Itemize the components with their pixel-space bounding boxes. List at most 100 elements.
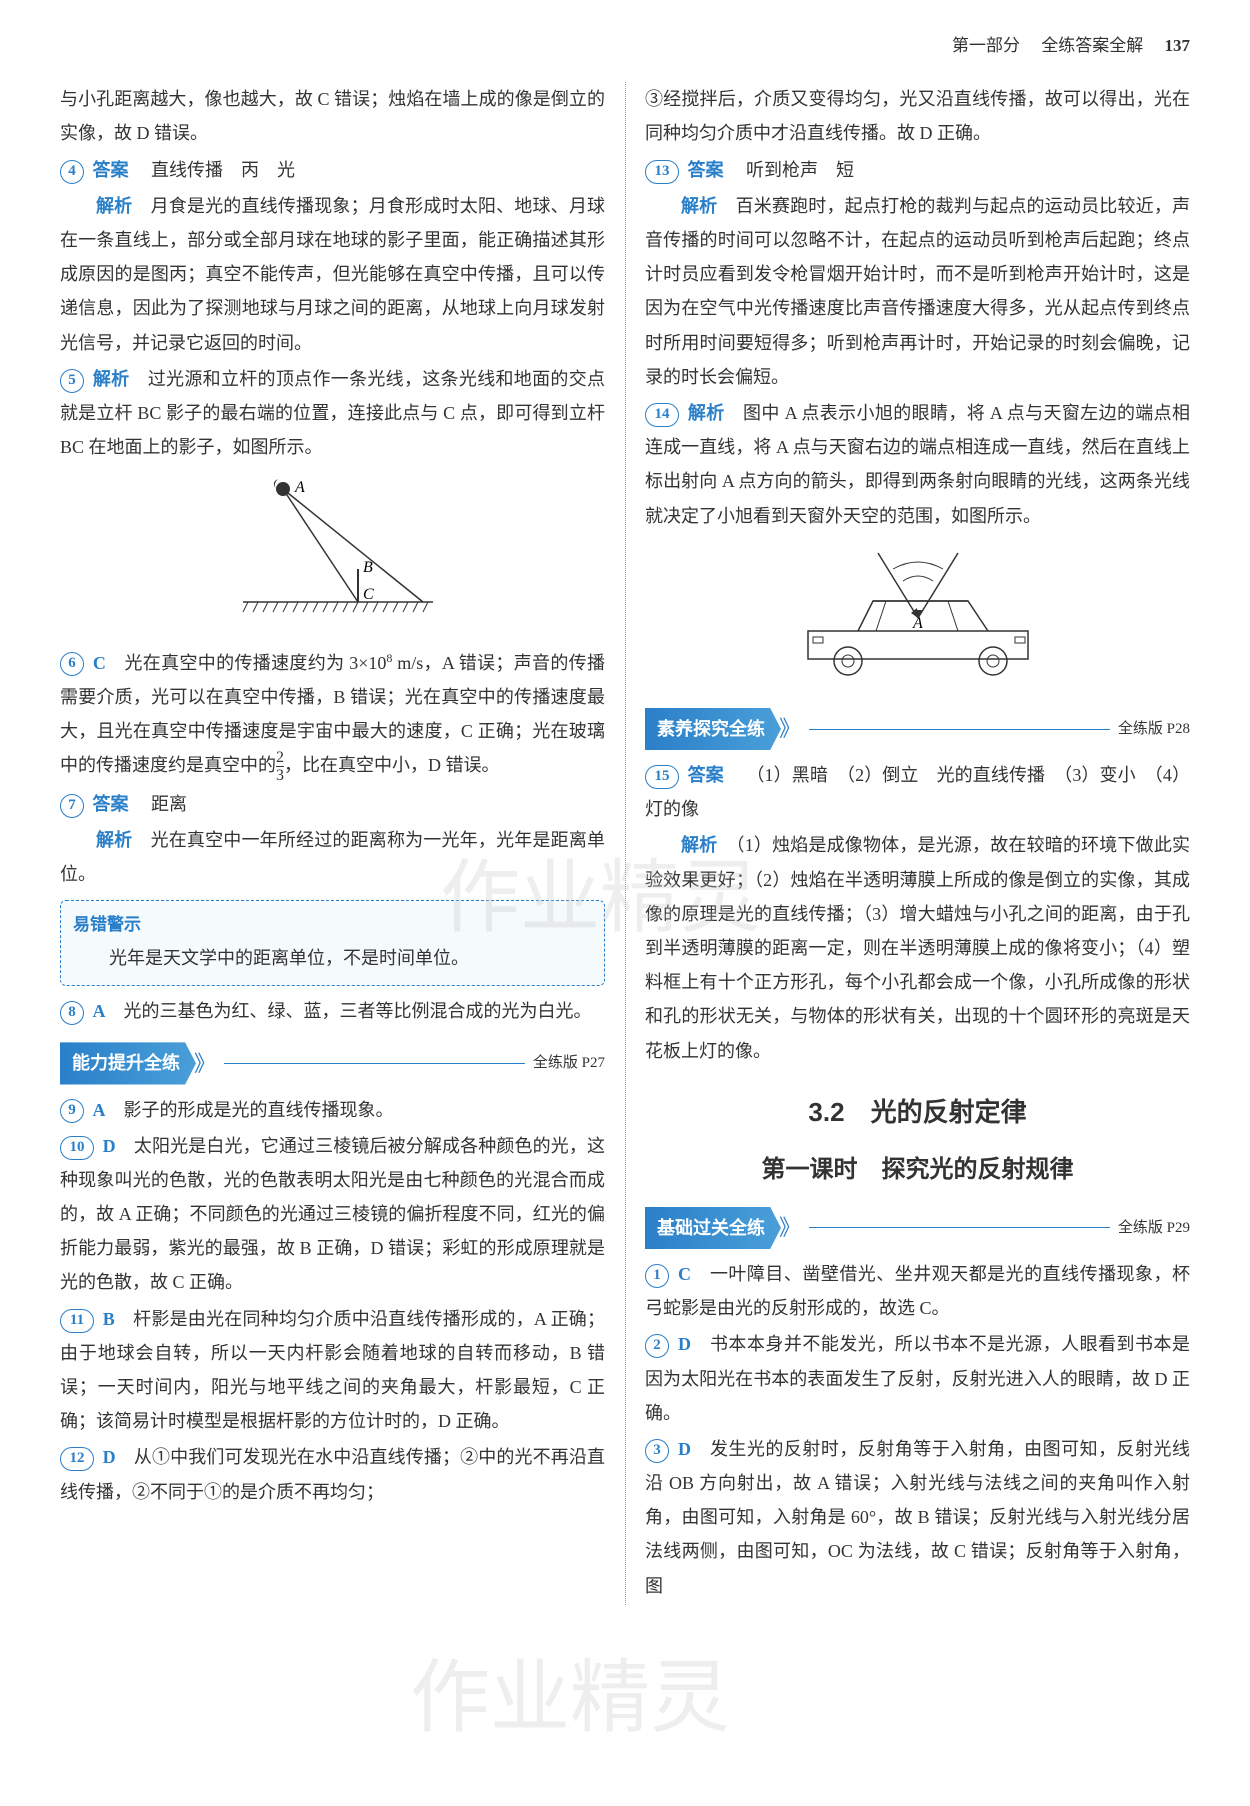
q8-body: 光的三基色为红、绿、蓝，三者等比例混合成的光为白光。 [124,1001,592,1021]
right-continuation: ③经搅拌后，介质又变得均匀，光又沿直线传播，故可以得出，光在同种均匀介质中才沿直… [645,82,1190,150]
q4-answer-text: 直线传播 丙 光 [151,160,295,180]
banner-1-line [224,1063,525,1064]
banner-3-line [809,1227,1110,1228]
q15-analysis: 解析 （1）烛焰是成像物体，是光源，故在较暗的环境下做此实验效果更好；（2）烛焰… [645,828,1190,1067]
banner-2-arrow: 》 [779,708,801,750]
banner-3-ref: 全练版 P29 [1118,1214,1190,1243]
q14-num: 14 [645,403,679,427]
svg-text:A: A [912,615,923,632]
q1b-letter: C [678,1264,691,1284]
q1b-body: 一叶障目、凿壁借光、坐井观天都是光的直线传播现象，杯弓蛇影是由光的反射形成的，故… [645,1264,1190,1318]
q11-num: 11 [60,1309,94,1333]
q13-analysis-text: 百米赛跑时，起点打枪的裁判与起点的运动员比较近，声音传播的时间可以忽略不计，在起… [645,196,1190,387]
q3b-text: 3 D 发生光的反射时，反射角等于入射角，由图可知，反射光线沿 OB 方向射出，… [645,1432,1190,1603]
q13-answer-text: 听到枪声 短 [746,160,854,180]
q5-analysis: 5 解析 过光源和立杆的顶点作一条光线，这条光线和地面的交点就是立杆 BC 影子… [60,362,605,465]
q3b-num: 3 [645,1439,669,1463]
chapter-subtitle: 第一课时 探究光的反射规律 [645,1147,1190,1193]
right-column: ③经搅拌后，介质又变得均匀，光又沿直线传播，故可以得出，光在同种均匀介质中才沿直… [645,82,1190,1605]
q12-text: 12 D 从①中我们可发现光在水中沿直线传播；②中的光不再沿直线传播，②不同于①… [60,1440,605,1508]
q7-analysis: 解析 光在真空中一年所经过的距离称为一光年，光年是距离单位。 [60,823,605,891]
q7-answer-text: 距离 [151,794,187,814]
q11-letter: B [103,1309,115,1329]
section-banner-3: 基础过关全练 》 全练版 P29 [645,1207,1190,1249]
car-diagram: A [778,543,1058,683]
q4-answer-label: 答案 [93,160,129,180]
warning-text: 光年是天文学中的距离单位，不是时间单位。 [73,941,592,975]
q2b-body: 书本本身并不能发光，所以书本不是光源，人眼看到书本是因为太阳光在书本的表面发生了… [645,1334,1190,1422]
content-columns: 作业精灵 作业精灵 与小孔距离越大，像也越大，故 C 错误；烛焰在墙上成的像是倒… [60,82,1190,1605]
q6-num: 6 [60,652,84,676]
q8-num: 8 [60,1001,84,1025]
banner-1-label: 能力提升全练 [60,1042,196,1084]
q15-analysis-label: 解析 [681,835,717,855]
q12-body: 从①中我们可发现光在水中沿直线传播；②中的光不再沿直线传播，②不同于①的是介质不… [60,1447,605,1501]
q9-body: 影子的形成是光的直线传播现象。 [124,1100,394,1120]
q10-text: 10 D 太阳光是白光，它通过三棱镜后被分解成各种颜色的光，这种现象叫光的色散，… [60,1129,605,1300]
q9-num: 9 [60,1099,84,1123]
banner-2-ref: 全练版 P28 [1118,715,1190,744]
q4-num: 4 [60,160,84,184]
q15-num: 15 [645,765,679,789]
q1b-text: 1 C 一叶障目、凿壁借光、坐井观天都是光的直线传播现象，杯弓蛇影是由光的反射形… [645,1257,1190,1325]
q4-analysis-text: 月食是光的直线传播现象；月食形成时太阳、地球、月球在一条直线上，部分或全部月球在… [60,196,605,353]
banner-3-label: 基础过关全练 [645,1207,781,1249]
section-banner-2: 素养探究全练 》 全练版 P28 [645,708,1190,750]
column-divider [625,82,626,1605]
q7-answer-label: 答案 [93,794,129,814]
q5-num: 5 [60,369,84,393]
q13-answer-line: 13 答案 听到枪声 短 [645,153,1190,187]
q7-answer-line: 7 答案 距离 [60,787,605,821]
header-title: 全练答案全解 [1041,36,1143,55]
q5-diagram: A B C [60,474,605,635]
q7-analysis-label: 解析 [96,830,132,850]
svg-text:B: B [363,559,373,576]
banner-3-arrow: 》 [779,1207,801,1249]
watermark-2: 作业精灵 [410,1622,730,1774]
q15-answer-label: 答案 [688,765,724,785]
q15-analysis-text: （1）烛焰是成像物体，是光源，故在较暗的环境下做此实验效果更好；（2）烛焰在半透… [645,835,1190,1060]
q13-analysis: 解析 百米赛跑时，起点打枪的裁判与起点的运动员比较近，声音传播的时间可以忽略不计… [645,189,1190,394]
warning-title: 易错警示 [73,909,592,941]
q10-body: 太阳光是白光，它通过三棱镜后被分解成各种颜色的光，这种现象叫光的色散，光的色散表… [60,1136,605,1293]
banner-2-line [809,729,1110,730]
q7-num: 7 [60,794,84,818]
banner-1-arrow: 》 [194,1043,216,1085]
q7-analysis-text: 光在真空中一年所经过的距离称为一光年，光年是距离单位。 [60,830,605,884]
q11-body: 杆影是由光在同种均匀介质中沿直线传播形成的，A 正确；由于地球会自转，所以一天内… [60,1309,605,1432]
q9-letter: A [93,1100,106,1120]
q13-analysis-label: 解析 [681,196,717,216]
q1b-num: 1 [645,1264,669,1288]
q8-text: 8 A 光的三基色为红、绿、蓝，三者等比例混合成的光为白光。 [60,994,605,1028]
q6-pre: 光在真空中的传播速度约为 3×10 [124,653,386,673]
header-page: 137 [1165,36,1191,55]
q5-analysis-text: 过光源和立杆的顶点作一条光线，这条光线和地面的交点就是立杆 BC 影子的最右端的… [60,369,605,457]
q11-text: 11 B 杆影是由光在同种均匀介质中沿直线传播形成的，A 正确；由于地球会自转，… [60,1302,605,1439]
q4-analysis: 解析 月食是光的直线传播现象；月食形成时太阳、地球、月球在一条直线上，部分或全部… [60,189,605,360]
q12-letter: D [103,1447,116,1467]
svg-text:A: A [294,479,305,496]
q2b-text: 2 D 书本本身并不能发光，所以书本不是光源，人眼看到书本是因为太阳光在书本的表… [645,1327,1190,1430]
header-part: 第一部分 [952,36,1020,55]
q14-analysis-text: 图中 A 点表示小旭的眼睛，将 A 点与天窗左边的端点相连成一直线，将 A 点与… [645,403,1190,526]
q14-analysis-label: 解析 [688,403,725,423]
page-header: 第一部分 全练答案全解 137 [60,30,1190,62]
q8-letter: A [93,1001,106,1021]
q6-post: ，比在真空中小，D 错误。 [284,755,500,775]
q14-analysis: 14 解析 图中 A 点表示小旭的眼睛，将 A 点与天窗左边的端点相连成一直线，… [645,396,1190,533]
q15-answer-line: 15 答案 （1）黑暗 （2）倒立 光的直线传播 （3）变小 （4）灯的像 [645,758,1190,826]
left-continuation: 与小孔距离越大，像也越大，故 C 错误；烛焰在墙上成的像是倒立的实像，故 D 错… [60,82,605,150]
q2b-num: 2 [645,1334,669,1358]
q2b-letter: D [678,1334,691,1354]
left-column: 与小孔距离越大，像也越大，故 C 错误；烛焰在墙上成的像是倒立的实像，故 D 错… [60,82,605,1605]
q6-text: 6 C 光在真空中的传播速度约为 3×108 m/s，A 错误；声音的传播需要介… [60,646,605,786]
q5-analysis-label: 解析 [93,369,130,389]
q4-analysis-label: 解析 [96,196,132,216]
triangle-diagram: A B C [223,474,443,624]
q15-answer-text: （1）黑暗 （2）倒立 光的直线传播 （3）变小 （4）灯的像 [645,765,1190,819]
banner-2-label: 素养探究全练 [645,708,781,750]
q12-num: 12 [60,1447,94,1471]
q13-answer-label: 答案 [688,160,724,180]
q3b-body: 发生光的反射时，反射角等于入射角，由图可知，反射光线沿 OB 方向射出，故 A … [645,1439,1190,1596]
q6-letter: C [93,653,106,673]
